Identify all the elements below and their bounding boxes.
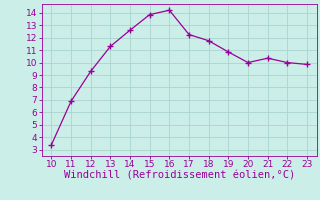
X-axis label: Windchill (Refroidissement éolien,°C): Windchill (Refroidissement éolien,°C)	[64, 171, 295, 181]
